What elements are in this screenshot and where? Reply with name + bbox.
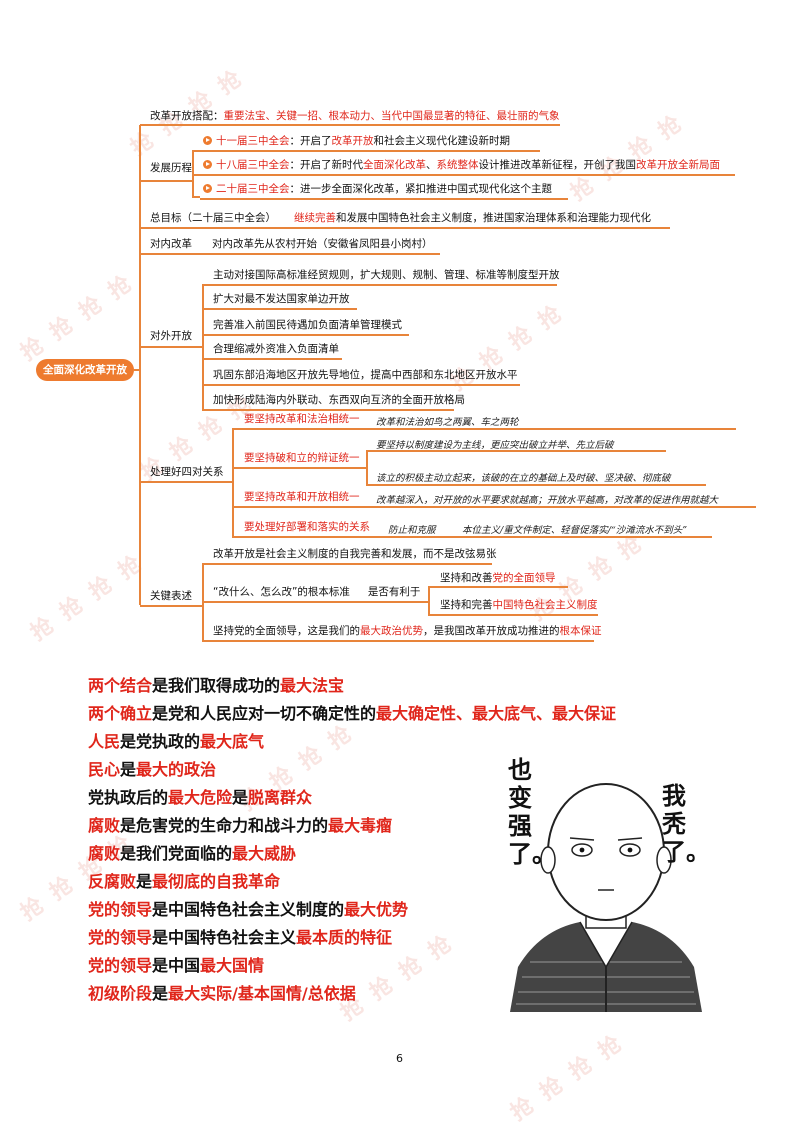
- summary-line: 腐败是我们党面临的最大威胁: [88, 844, 297, 863]
- relation-note: 改革越深入，对开放的水平要求就越高；开放水平越高，对改革的促进作用就越大: [376, 495, 719, 506]
- branch-key-label: 关键表述: [150, 590, 192, 602]
- watermark: 抢 抢 抢 抢: [506, 1029, 629, 1127]
- relation-note: 本位主义/重文件制定、轻督促落实/“沙滩流水不到头”: [462, 525, 688, 536]
- play-bullet-icon: [203, 160, 212, 169]
- play-bullet-icon: [203, 184, 212, 193]
- branch-internal: 对内改革 对内改革先从农村开始（安徽省凤阳县小岗村）: [150, 238, 433, 250]
- summary-line: 腐败是危害党的生命力和战斗力的最大毒瘤: [88, 816, 393, 835]
- watermark: 抢 抢 抢 抢: [26, 549, 149, 647]
- summary-line: 党的领导是中国特色社会主义最本质的特征: [88, 928, 393, 947]
- external-item: 加快形成陆海内外联动、东西双向互济的全面开放格局: [213, 394, 465, 406]
- watermark: 抢 抢 抢 抢: [566, 109, 689, 207]
- history-item: 十八届三中全会：开启了新时代全面深化改革、系统整体设计推进改革新征程，开创了我国…: [216, 159, 720, 171]
- relation-name: 要坚持改革和法治相统一: [244, 413, 360, 425]
- history-item: 二十届三中全会：进一步全面深化改革，紧扣推进中国式现代化这个主题: [216, 183, 552, 195]
- branch-relations-label: 处理好四对关系: [150, 466, 224, 478]
- relation-name: 要坚持破和立的辩证统一: [244, 452, 360, 464]
- key-item: 改革开放是社会主义制度的自我完善和发展，而不是改弦易张: [213, 548, 497, 560]
- key-sub-item: 坚持和完善中国特色社会主义制度: [440, 599, 598, 611]
- summary-line: 两个确立是党和人民应对一切不确定性的最大确定性、最大底气、最大保证: [88, 704, 617, 723]
- external-item: 合理缩减外资准入负面清单: [213, 343, 339, 355]
- relation-name: 要处理好部署和落实的关系: [244, 521, 370, 533]
- branch-goal: 总目标（二十届三中全会） 继续完善和发展中国特色社会主义制度，推进国家治理体系和治…: [150, 212, 651, 224]
- summary-line: 党的领导是中国最大国情: [88, 956, 265, 975]
- bald-hero-illustration: [510, 783, 702, 1012]
- key-sub-item: 坚持和改善党的全面领导: [440, 572, 556, 584]
- root-node: 全面深化改革开放: [36, 359, 134, 381]
- branch-external-label: 对外开放: [150, 330, 192, 342]
- summary-line: 党的领导是中国特色社会主义制度的最大优势: [88, 900, 409, 919]
- key-item: “改什么、怎么改”的根本标准 是否有利于: [213, 586, 421, 598]
- summary-line: 两个结合是我们取得成功的最大法宝: [88, 676, 345, 695]
- branch-pairing: 改革开放搭配：重要法宝、关键一招、根本动力、当代中国最显著的特征、最壮丽的气象: [150, 109, 560, 123]
- external-item: 主动对接国际高标准经贸规则，扩大规则、规制、管理、标准等制度型开放: [213, 269, 560, 281]
- relation-name: 要坚持改革和开放相统一: [244, 491, 360, 503]
- summary-line: 人民是党执政的最大底气: [88, 732, 265, 751]
- page-number: 6: [396, 1052, 403, 1065]
- relation-note: 要坚持以制度建设为主线，更应突出破立并举、先立后破: [376, 440, 614, 451]
- summary-line: 反腐败是最彻底的自我革命: [88, 872, 281, 891]
- relation-note: 防止和克服: [388, 525, 436, 536]
- external-item: 完善准入前国民待遇加负面清单管理模式: [213, 319, 402, 331]
- summary-line: 党执政后的最大危险是脱离群众: [88, 788, 313, 807]
- play-bullet-icon: [203, 136, 212, 145]
- summary-line: 初级阶段是最大实际/基本国情/总依据: [88, 984, 356, 1003]
- history-item: 十一届三中全会：开启了改革开放和社会主义现代化建设新时期: [216, 135, 510, 147]
- comic-image: 也变强了。 我秃了。: [500, 752, 712, 1012]
- relation-note: 该立的积极主动立起来，该破的在立的基础上及时破、坚决破、彻底破: [376, 473, 671, 484]
- relation-note: 改革和法治如鸟之两翼、车之两轮: [376, 417, 519, 428]
- key-item: 坚持党的全面领导，这是我们的最大政治优势，是我国改革开放成功推进的根本保证: [213, 625, 602, 637]
- pairing-label: 改革开放搭配：: [150, 110, 224, 122]
- pairing-text: 重要法宝、关键一招、根本动力、当代中国最显著的特征、最壮丽的气象: [223, 110, 560, 122]
- external-item: 扩大对最不发达国家单边开放: [213, 293, 350, 305]
- speech-bubble-right: 我秃了。: [662, 782, 710, 866]
- watermark: 抢 抢 抢 抢: [16, 269, 139, 367]
- branch-history-label: 发展历程: [150, 162, 192, 174]
- external-item: 巩固东部沿海地区开放先导地位，提高中西部和东北地区开放水平: [213, 369, 518, 381]
- summary-line: 民心是最大的政治: [88, 760, 217, 779]
- speech-bubble-left: 也变强了。: [508, 756, 556, 868]
